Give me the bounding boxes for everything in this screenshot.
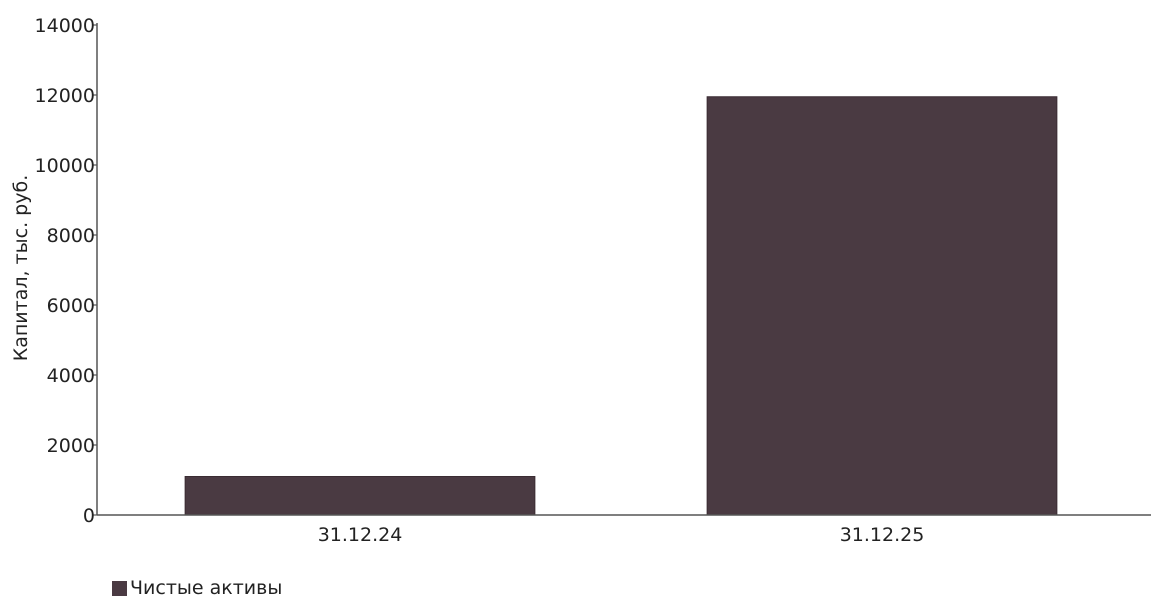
y-tick-label: 12000 bbox=[35, 85, 95, 107]
legend-label: Чистые активы bbox=[130, 577, 283, 599]
x-category-label: 31.12.24 bbox=[318, 524, 403, 546]
y-tick-label: 6000 bbox=[47, 295, 95, 317]
y-tick-label: 4000 bbox=[47, 365, 95, 387]
y-tick-label: 14000 bbox=[35, 15, 95, 37]
y-tick-label: 2000 bbox=[47, 435, 95, 457]
legend: Чистые активы bbox=[112, 579, 282, 598]
legend-swatch bbox=[112, 581, 127, 596]
x-category-label: 31.12.25 bbox=[840, 524, 925, 546]
y-tick-label: 0 bbox=[83, 505, 95, 527]
y-axis-title: Капитал, тыс. руб. bbox=[10, 175, 32, 362]
x-axis-labels: 31.12.24 31.12.25 bbox=[318, 524, 925, 546]
y-axis-ticks: 0 2000 4000 6000 8000 10000 12000 14000 bbox=[35, 15, 97, 527]
bar bbox=[706, 96, 1058, 516]
bars bbox=[184, 96, 1058, 516]
y-tick-label: 8000 bbox=[47, 225, 95, 247]
bar bbox=[184, 476, 536, 516]
y-tick-label: 10000 bbox=[35, 155, 95, 177]
